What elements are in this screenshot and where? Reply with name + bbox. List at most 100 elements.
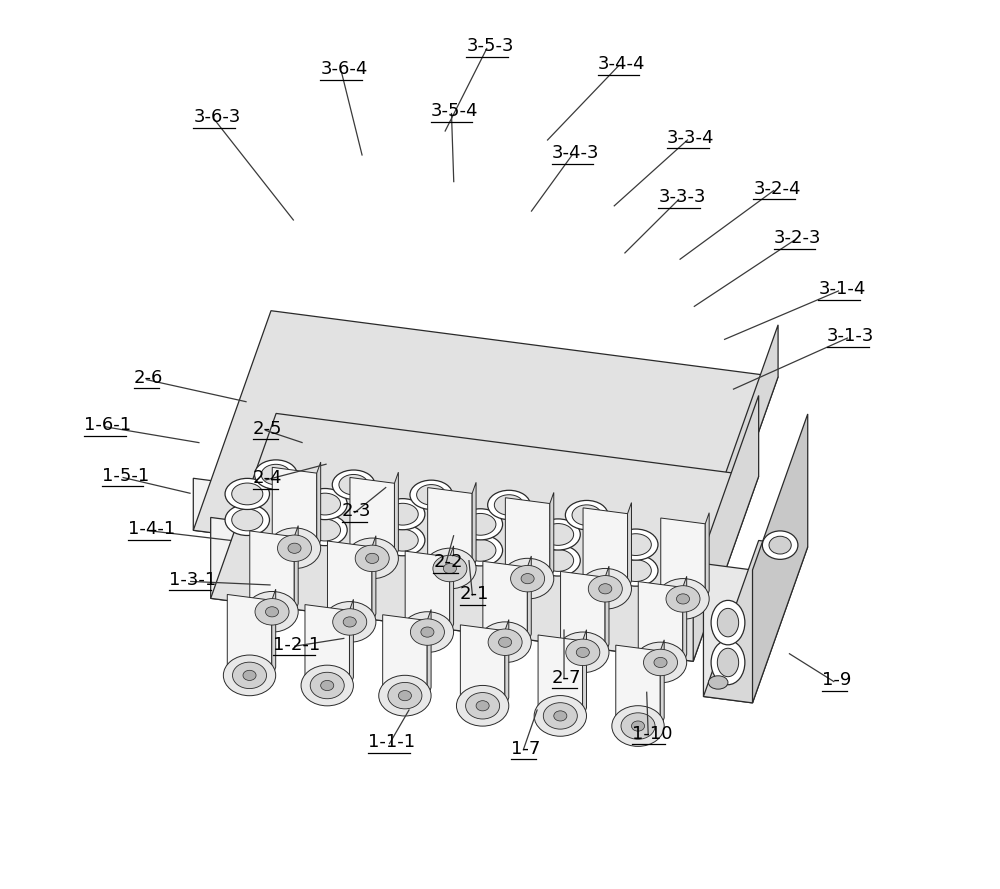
Polygon shape — [193, 478, 700, 597]
Polygon shape — [483, 561, 527, 645]
Ellipse shape — [380, 525, 425, 556]
Polygon shape — [349, 599, 353, 688]
Ellipse shape — [265, 606, 279, 617]
Polygon shape — [583, 508, 628, 592]
Ellipse shape — [501, 558, 554, 599]
Text: 3-2-3: 3-2-3 — [774, 229, 821, 247]
Ellipse shape — [654, 657, 667, 668]
Text: 1-7: 1-7 — [511, 740, 540, 757]
Polygon shape — [317, 462, 321, 551]
Ellipse shape — [711, 600, 745, 645]
Text: 2-6: 2-6 — [134, 369, 163, 387]
Ellipse shape — [717, 608, 739, 637]
Polygon shape — [428, 487, 472, 572]
Ellipse shape — [612, 706, 664, 747]
Polygon shape — [538, 635, 583, 719]
Ellipse shape — [246, 591, 298, 632]
Polygon shape — [693, 396, 759, 661]
Ellipse shape — [332, 470, 375, 500]
Ellipse shape — [579, 568, 631, 609]
Polygon shape — [350, 477, 394, 561]
Ellipse shape — [456, 685, 509, 726]
Polygon shape — [211, 413, 759, 661]
Ellipse shape — [310, 672, 344, 699]
Text: 2-4: 2-4 — [253, 469, 282, 487]
Polygon shape — [383, 614, 427, 699]
Ellipse shape — [599, 584, 612, 594]
Ellipse shape — [223, 655, 276, 696]
Ellipse shape — [536, 545, 580, 576]
Polygon shape — [305, 605, 349, 688]
Ellipse shape — [410, 619, 444, 645]
Ellipse shape — [614, 555, 658, 586]
Polygon shape — [193, 310, 778, 597]
Text: 1-3-1: 1-3-1 — [169, 571, 217, 589]
Ellipse shape — [643, 649, 678, 676]
Ellipse shape — [303, 489, 347, 519]
Ellipse shape — [499, 637, 512, 647]
Text: 1-5-1: 1-5-1 — [102, 467, 149, 485]
Ellipse shape — [479, 622, 531, 662]
Ellipse shape — [708, 676, 728, 689]
Text: 3-3-4: 3-3-4 — [667, 129, 715, 147]
Ellipse shape — [443, 564, 456, 573]
Polygon shape — [705, 513, 709, 602]
Ellipse shape — [557, 632, 609, 673]
Ellipse shape — [621, 713, 655, 740]
Ellipse shape — [388, 683, 422, 709]
Text: 2-2: 2-2 — [433, 553, 463, 571]
Ellipse shape — [566, 639, 600, 666]
Polygon shape — [227, 595, 272, 678]
Ellipse shape — [232, 509, 263, 531]
Ellipse shape — [398, 691, 411, 701]
Ellipse shape — [401, 612, 454, 653]
Text: 1-1-1: 1-1-1 — [368, 733, 416, 751]
Text: 3-2-4: 3-2-4 — [753, 180, 801, 197]
Ellipse shape — [333, 609, 367, 635]
Polygon shape — [505, 620, 509, 709]
Ellipse shape — [303, 515, 347, 546]
Ellipse shape — [488, 629, 522, 655]
Ellipse shape — [225, 478, 270, 509]
Ellipse shape — [554, 711, 567, 721]
Polygon shape — [472, 483, 476, 572]
Polygon shape — [700, 324, 778, 597]
Polygon shape — [294, 525, 298, 614]
Ellipse shape — [339, 475, 368, 495]
Ellipse shape — [380, 499, 425, 530]
Ellipse shape — [465, 514, 496, 535]
Ellipse shape — [309, 493, 341, 515]
Ellipse shape — [717, 648, 739, 677]
Ellipse shape — [521, 573, 534, 584]
Ellipse shape — [762, 531, 798, 559]
Ellipse shape — [343, 617, 356, 627]
Ellipse shape — [631, 721, 645, 731]
Text: 3-5-3: 3-5-3 — [466, 37, 514, 55]
Ellipse shape — [614, 529, 658, 560]
Ellipse shape — [355, 545, 389, 572]
Ellipse shape — [634, 642, 687, 683]
Ellipse shape — [255, 460, 297, 489]
Ellipse shape — [321, 680, 334, 691]
Text: 3-3-3: 3-3-3 — [658, 188, 706, 206]
Polygon shape — [527, 556, 531, 645]
Polygon shape — [272, 589, 276, 678]
Ellipse shape — [301, 665, 353, 706]
Ellipse shape — [458, 535, 503, 566]
Polygon shape — [505, 498, 550, 581]
Text: 1-9: 1-9 — [822, 671, 851, 689]
Polygon shape — [638, 581, 683, 665]
Polygon shape — [605, 566, 609, 655]
Polygon shape — [683, 576, 687, 665]
Ellipse shape — [458, 509, 503, 540]
Ellipse shape — [711, 640, 745, 685]
Polygon shape — [628, 502, 631, 592]
Ellipse shape — [309, 519, 341, 541]
Ellipse shape — [410, 480, 453, 509]
Text: 2-1: 2-1 — [460, 585, 489, 603]
Text: 2-5: 2-5 — [253, 420, 282, 437]
Ellipse shape — [288, 543, 301, 553]
Ellipse shape — [676, 594, 690, 604]
Ellipse shape — [324, 602, 376, 642]
Polygon shape — [272, 468, 317, 551]
